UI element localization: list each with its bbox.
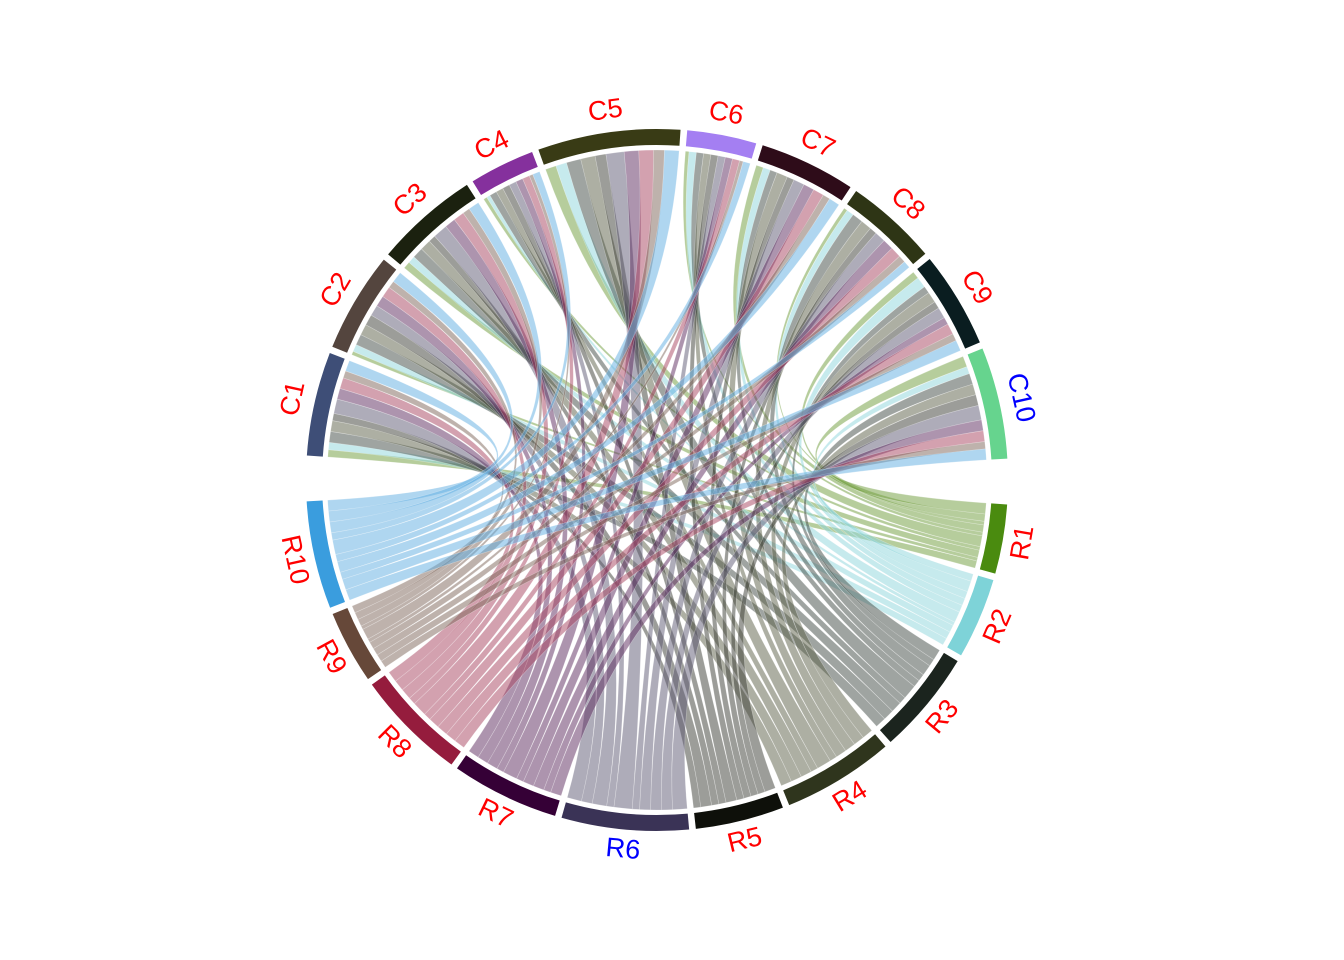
ribbon-r9-c7 bbox=[369, 194, 831, 650]
ribbon-r5-c9 bbox=[730, 301, 940, 795]
sector-arc-c8 bbox=[847, 190, 926, 265]
ribbon-r9-c10 bbox=[380, 441, 986, 668]
ribbon-r6-c4 bbox=[508, 181, 625, 808]
sector-arcs bbox=[306, 129, 1008, 831]
sector-label-c7: C7 bbox=[796, 122, 840, 164]
ribbon-r9-c9 bbox=[376, 333, 957, 662]
ribbon-r1-c8 bbox=[775, 207, 985, 526]
ribbon-r3-c10 bbox=[803, 373, 974, 661]
sector-arc-r9 bbox=[332, 607, 382, 680]
sector-label-c9: C9 bbox=[956, 265, 1000, 310]
ribbon-r8-c10 bbox=[454, 430, 986, 748]
sector-label-c3: C3 bbox=[387, 177, 433, 222]
sector-arc-c4 bbox=[472, 151, 538, 195]
ribbon-r2-c6 bbox=[685, 151, 963, 613]
ribbon-r3-c4 bbox=[489, 191, 906, 704]
ribbon-r2-c9 bbox=[798, 277, 972, 592]
ribbon-r8-c9 bbox=[445, 323, 954, 742]
sector-arc-c6 bbox=[685, 130, 757, 159]
sector-arc-c1 bbox=[306, 352, 345, 457]
ribbon-r10-c3 bbox=[329, 202, 542, 534]
ribbon-r10-c8 bbox=[339, 261, 910, 580]
ribbon-r4-c8 bbox=[754, 220, 871, 752]
ribbon-r3-c9 bbox=[791, 286, 935, 667]
sector-arc-c10 bbox=[967, 348, 1008, 460]
ribbons bbox=[327, 149, 987, 811]
sector-label-r10: R10 bbox=[276, 532, 316, 587]
ribbon-r1-c4 bbox=[483, 196, 981, 551]
sector-label-c5: C5 bbox=[586, 92, 624, 126]
ribbon-r8-c7 bbox=[429, 189, 824, 728]
ribbon-r5-c3 bbox=[428, 235, 720, 806]
sector-label-c1: C1 bbox=[274, 378, 311, 418]
sector-arc-r4 bbox=[783, 734, 886, 806]
ribbon-r8-c6 bbox=[424, 158, 741, 720]
ribbon-r10-c9 bbox=[341, 340, 961, 591]
sector-label-c10: C10 bbox=[1002, 370, 1042, 425]
sector-arc-r10 bbox=[306, 500, 345, 608]
ribbon-r6-c9 bbox=[661, 307, 945, 811]
sector-arc-r8 bbox=[371, 675, 461, 765]
sector-label-r5: R5 bbox=[724, 821, 765, 858]
ribbon-r6-c6 bbox=[631, 155, 726, 810]
ribbon-r2-c10 bbox=[812, 366, 974, 582]
sector-label-r6: R6 bbox=[604, 832, 641, 865]
ribbon-r9-c2 bbox=[354, 281, 518, 620]
sector-arc-r5 bbox=[694, 792, 783, 829]
ribbon-r8-c5 bbox=[413, 149, 654, 715]
ribbon-r9-c4 bbox=[360, 173, 570, 630]
ribbon-r7-c9 bbox=[543, 317, 949, 793]
ribbon-r4-c10 bbox=[781, 383, 977, 738]
ribbon-r10-c4 bbox=[330, 171, 571, 541]
ribbon-r10-c10 bbox=[345, 448, 987, 601]
ribbon-r9-c8 bbox=[372, 255, 905, 656]
sector-arc-r7 bbox=[456, 755, 560, 816]
ribbon-r2-c5 bbox=[555, 162, 960, 623]
ribbon-r7-c10 bbox=[550, 419, 984, 797]
sector-label-c6: C6 bbox=[707, 95, 746, 131]
sector-arc-c3 bbox=[388, 184, 476, 265]
sector-label-r1: R1 bbox=[1004, 523, 1039, 562]
sector-arc-r1 bbox=[979, 503, 1008, 574]
sector-arc-c2 bbox=[332, 259, 397, 353]
ribbon-r2-c7 bbox=[735, 167, 966, 606]
sector-arc-c7 bbox=[757, 145, 851, 201]
ribbon-r9-c5 bbox=[362, 149, 665, 640]
ribbon-r10-c2 bbox=[328, 272, 514, 523]
sector-label-c8: C8 bbox=[885, 180, 931, 225]
ribbon-r5-c8 bbox=[721, 227, 877, 797]
sector-label-c4: C4 bbox=[469, 124, 513, 166]
ribbon-r6-c10 bbox=[671, 405, 982, 810]
ribbon-r10-c5 bbox=[332, 149, 680, 555]
sector-label-c2: C2 bbox=[314, 267, 357, 312]
sector-arc-c9 bbox=[917, 258, 980, 349]
ribbon-r7-c4 bbox=[496, 178, 586, 773]
ribbon-r6-c7 bbox=[639, 179, 805, 811]
ribbon-r10-c6 bbox=[335, 161, 751, 563]
sector-arc-c5 bbox=[538, 129, 681, 165]
sector-arc-r2 bbox=[947, 575, 994, 656]
sector-arc-r3 bbox=[879, 652, 958, 743]
ribbon-r4-c7 bbox=[728, 172, 847, 758]
sector-arc-r6 bbox=[561, 802, 690, 831]
ribbon-r10-c7 bbox=[336, 198, 840, 573]
